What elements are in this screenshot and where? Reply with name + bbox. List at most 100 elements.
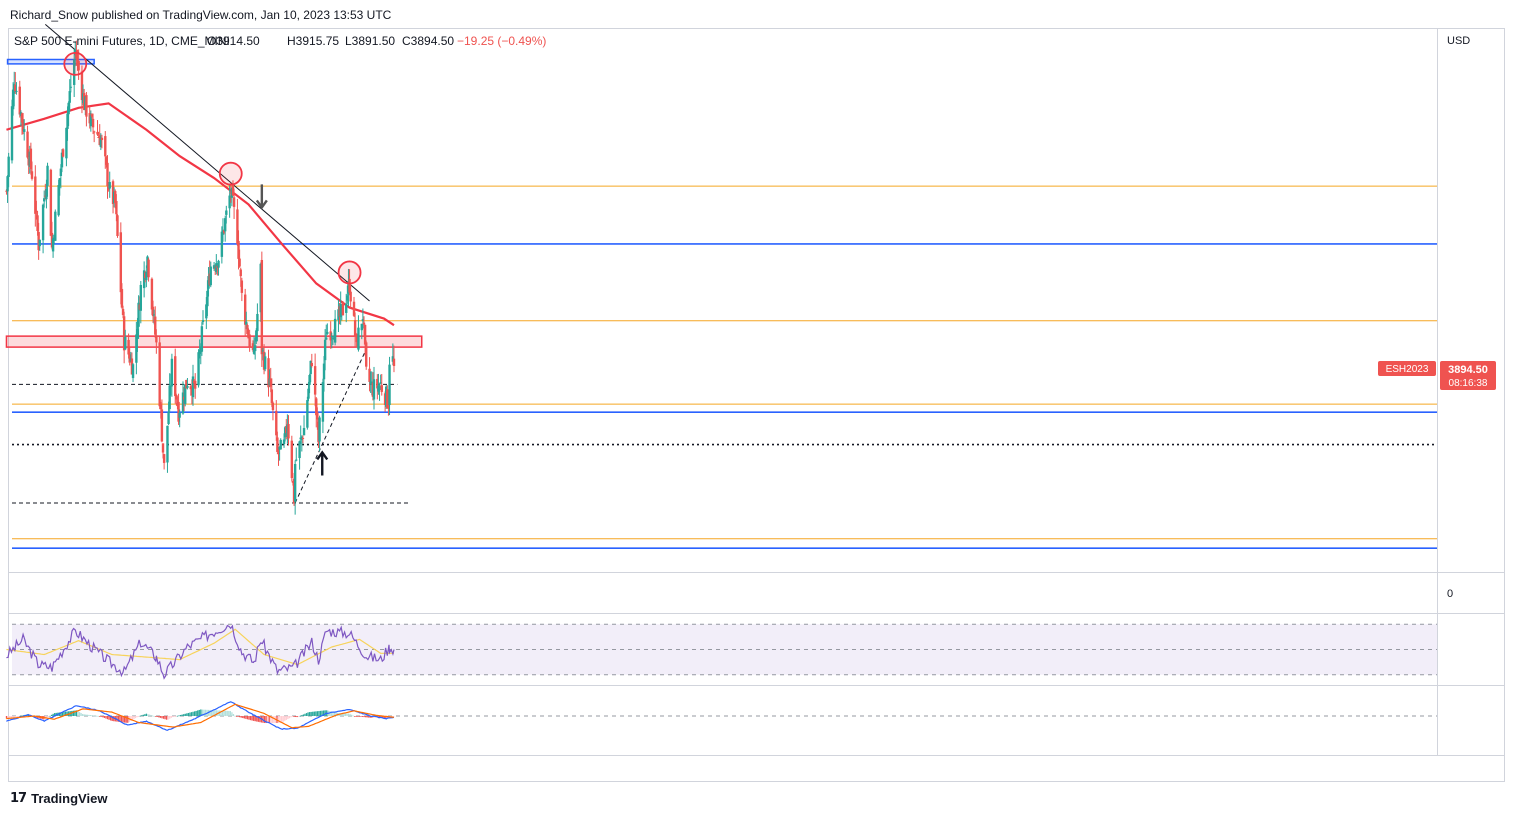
candle-body	[378, 385, 381, 390]
candle-body	[387, 404, 390, 409]
macd-histogram-bar	[245, 716, 247, 719]
candle-body	[321, 382, 325, 422]
macd-histogram-bar	[239, 716, 241, 718]
macd-histogram-bar	[7, 716, 9, 719]
macd-histogram-bar	[201, 709, 204, 716]
macd-histogram-bar	[64, 711, 67, 716]
macd-pane[interactable]	[5, 701, 1437, 731]
macd-histogram-bar	[8, 716, 11, 718]
macd-histogram-bar	[75, 710, 78, 716]
highlight-circle	[337, 260, 362, 285]
macd-histogram-bar	[49, 715, 51, 717]
candle-body	[287, 424, 290, 439]
candle-body	[346, 295, 349, 301]
macd-histogram-bar	[153, 715, 155, 717]
candle-body	[277, 452, 280, 454]
macd-histogram-bar	[299, 715, 301, 717]
candle-body	[18, 86, 21, 115]
macd-histogram-bar	[183, 714, 185, 716]
candle-body	[388, 364, 391, 406]
candle-body	[232, 197, 236, 207]
macd-histogram-bar	[234, 715, 236, 717]
macd-histogram-bar	[60, 712, 62, 716]
candle-body	[392, 358, 396, 366]
macd-histogram-bar	[19, 715, 22, 717]
candle-body	[186, 386, 189, 388]
candle-body	[184, 384, 187, 404]
candle-body	[306, 400, 309, 428]
macd-histogram-bar	[341, 713, 343, 716]
rsi-pane[interactable]	[6, 623, 1437, 680]
candle-body	[122, 316, 126, 351]
macd-histogram-bar	[221, 710, 224, 716]
macd-histogram-bar	[285, 716, 287, 720]
candle-body	[90, 114, 94, 117]
macd-histogram-bar	[363, 716, 365, 718]
macd-histogram-bar	[214, 710, 216, 716]
arrow-up-icon	[316, 450, 329, 476]
candle-body	[116, 215, 119, 237]
macd-histogram-bar	[66, 711, 68, 716]
candle-body	[243, 294, 247, 325]
candle-body	[301, 437, 305, 439]
macd-histogram-bar	[158, 716, 160, 718]
candle-body	[100, 137, 104, 141]
macd-histogram-bar	[72, 710, 74, 716]
macd-histogram-bar	[117, 716, 120, 722]
macd-histogram-bar	[119, 716, 121, 722]
tradingview-logo-icon: 𝟭𝟳	[10, 791, 27, 806]
candle-body	[223, 218, 227, 232]
candle-body	[275, 410, 278, 436]
legend-high: H3915.75	[287, 34, 339, 48]
candle-body	[361, 319, 365, 322]
macd-histogram-bar	[164, 716, 166, 720]
macd-histogram-bar	[235, 716, 238, 717]
candle-body	[21, 119, 25, 132]
macd-histogram-bar	[267, 716, 269, 724]
macd-histogram-bar	[354, 716, 356, 717]
candle-body	[75, 53, 78, 59]
macd-histogram-bar	[355, 716, 357, 717]
candle-body	[65, 127, 68, 159]
candle-body	[177, 401, 180, 422]
macd-histogram-bar	[333, 712, 336, 716]
mid-pane-tick: 0	[1447, 588, 1453, 600]
candle-body	[142, 270, 146, 289]
candle-body	[154, 316, 157, 335]
macd-histogram-bar	[209, 709, 211, 716]
candle-body	[72, 59, 76, 85]
macd-histogram-bar	[193, 711, 196, 716]
macd-histogram-bar	[178, 715, 180, 717]
macd-histogram-bar	[103, 716, 106, 718]
rsi-line	[6, 624, 395, 680]
candle-body	[326, 332, 329, 334]
macd-histogram-bar	[330, 711, 333, 716]
candle-body	[270, 389, 274, 404]
candle-body	[189, 386, 192, 390]
candle-body	[114, 191, 117, 204]
macd-histogram-bar	[197, 710, 199, 716]
candle-body	[161, 443, 165, 453]
macd-histogram-bar	[156, 716, 158, 717]
candle-body	[68, 91, 71, 103]
candle-body	[36, 215, 39, 232]
candle-body	[15, 90, 18, 92]
candle-body	[119, 232, 123, 293]
candle-body	[66, 113, 69, 129]
candle-body	[246, 325, 249, 335]
candle-body	[240, 280, 244, 293]
macd-histogram-bar	[368, 716, 370, 718]
macd-histogram-bar	[282, 716, 284, 722]
macd-histogram-bar	[316, 711, 319, 716]
candle-body	[135, 334, 138, 363]
badge-symbol: ESH2023	[1386, 364, 1429, 375]
price-axis[interactable]: USD	[1447, 35, 1470, 47]
candle-body	[349, 291, 352, 302]
candle-body	[325, 337, 328, 340]
candle-body	[51, 238, 55, 252]
macd-histogram-bar	[176, 715, 179, 717]
tradingview-brand[interactable]: 𝟭𝟳 TradingView	[10, 791, 107, 806]
macd-histogram-bar	[94, 715, 96, 717]
candle-body	[308, 375, 311, 385]
